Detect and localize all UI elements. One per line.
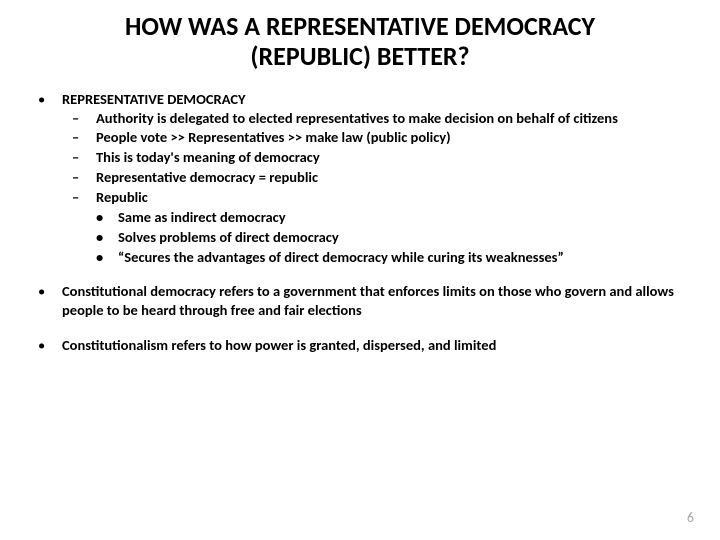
bullet-marker: • <box>96 248 118 267</box>
list-item: – Authority is delegated to elected repr… <box>72 109 692 128</box>
list-item: – This is today's meaning of democracy <box>72 148 692 167</box>
list-item: • “Secures the advantages of direct demo… <box>96 248 692 267</box>
subsub-text: Solves problems of direct democracy <box>118 228 692 247</box>
bullet-marker: • <box>38 90 62 109</box>
subsub-text: Same as indirect democracy <box>118 208 692 227</box>
sub-text: Representative democracy = republic <box>96 168 692 187</box>
bullet-1-head: REPRESENTATIVE DEMOCRACY <box>62 90 246 109</box>
title-line-1: HOW WAS A REPRESENTATIVE DEMOCRACY <box>125 10 595 42</box>
list-item: – People vote >> Representatives >> make… <box>72 128 692 147</box>
dash-marker: – <box>72 109 96 128</box>
bullet-3-text: Constitutionalism refers to how power is… <box>62 336 496 355</box>
list-item: – Republic <box>72 188 692 207</box>
bullet-2: • Constitutional democracy refers to a g… <box>38 282 692 320</box>
list-item: • Same as indirect democracy <box>96 208 692 227</box>
sub-text: People vote >> Representatives >> make l… <box>96 128 692 147</box>
bullet-1-sublist: – Authority is delegated to elected repr… <box>72 109 692 207</box>
page-number: 6 <box>687 509 694 526</box>
slide-title: HOW WAS A REPRESENTATIVE DEMOCRACY (REPU… <box>28 12 692 72</box>
sub-text: Republic <box>96 188 692 207</box>
dash-marker: – <box>72 168 96 187</box>
subsub-text: “Secures the advantages of direct democr… <box>118 248 692 267</box>
bullet-2-text: Constitutional democracy refers to a gov… <box>62 282 692 320</box>
list-item: – Representative democracy = republic <box>72 168 692 187</box>
bullet-marker: • <box>96 208 118 227</box>
sub-text: Authority is delegated to elected repres… <box>96 109 692 128</box>
bullet-3: • Constitutionalism refers to how power … <box>38 336 692 355</box>
dash-marker: – <box>72 188 96 207</box>
sub-text: This is today's meaning of democracy <box>96 148 692 167</box>
bullet-marker: • <box>38 282 62 320</box>
list-item: • Solves problems of direct democracy <box>96 228 692 247</box>
title-line-2: (REPUBLIC) BETTER? <box>250 40 469 72</box>
slide-content: • REPRESENTATIVE DEMOCRACY – Authority i… <box>28 90 692 355</box>
bullet-marker: • <box>38 336 62 355</box>
bullet-1: • REPRESENTATIVE DEMOCRACY – Authority i… <box>38 90 692 267</box>
bullet-marker: • <box>96 228 118 247</box>
dash-marker: – <box>72 148 96 167</box>
dash-marker: – <box>72 128 96 147</box>
bullet-1-subsublist: • Same as indirect democracy • Solves pr… <box>96 208 692 267</box>
